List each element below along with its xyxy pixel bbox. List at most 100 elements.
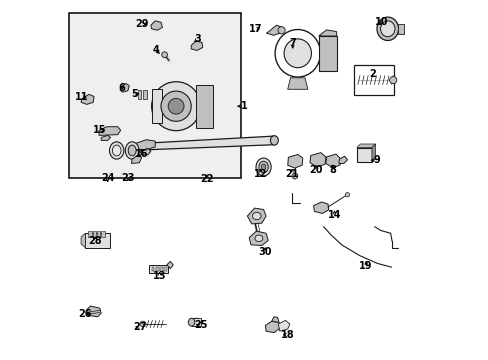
Bar bbox=[69, 13, 241, 178]
Text: 7: 7 bbox=[289, 38, 296, 48]
Polygon shape bbox=[356, 144, 375, 148]
Polygon shape bbox=[309, 153, 325, 167]
Text: 26: 26 bbox=[78, 309, 91, 319]
Circle shape bbox=[140, 321, 145, 327]
Polygon shape bbox=[120, 84, 129, 92]
Text: 28: 28 bbox=[88, 236, 102, 246]
Text: 18: 18 bbox=[280, 330, 294, 340]
Text: 30: 30 bbox=[258, 247, 272, 257]
Ellipse shape bbox=[188, 318, 194, 326]
Ellipse shape bbox=[258, 161, 268, 173]
Circle shape bbox=[291, 173, 297, 179]
Ellipse shape bbox=[376, 17, 398, 40]
Ellipse shape bbox=[261, 164, 265, 170]
Bar bbox=[85, 233, 110, 248]
Ellipse shape bbox=[112, 145, 121, 156]
Circle shape bbox=[161, 91, 191, 121]
Text: 3: 3 bbox=[194, 34, 201, 44]
Text: 13: 13 bbox=[152, 271, 166, 282]
Text: 20: 20 bbox=[309, 165, 323, 175]
Polygon shape bbox=[271, 317, 279, 323]
Ellipse shape bbox=[254, 235, 263, 242]
Ellipse shape bbox=[270, 136, 278, 145]
Text: 5: 5 bbox=[131, 89, 138, 99]
Text: 27: 27 bbox=[133, 322, 146, 332]
Polygon shape bbox=[338, 156, 347, 163]
Bar bbox=[92, 231, 96, 237]
Bar bbox=[160, 267, 163, 271]
Polygon shape bbox=[151, 21, 162, 30]
Polygon shape bbox=[99, 127, 121, 135]
Bar bbox=[88, 231, 92, 237]
Text: 23: 23 bbox=[121, 173, 134, 183]
Polygon shape bbox=[371, 144, 375, 162]
Text: 16: 16 bbox=[135, 149, 148, 159]
Text: 9: 9 bbox=[373, 155, 380, 165]
Polygon shape bbox=[141, 148, 151, 155]
Polygon shape bbox=[266, 25, 282, 35]
Text: 21: 21 bbox=[285, 168, 298, 179]
Text: 12: 12 bbox=[253, 168, 267, 179]
Bar bbox=[163, 267, 166, 271]
Circle shape bbox=[168, 98, 183, 114]
Circle shape bbox=[162, 52, 167, 58]
Text: 6: 6 bbox=[118, 83, 124, 93]
Text: 29: 29 bbox=[135, 19, 148, 30]
Bar bbox=[142, 90, 146, 99]
Polygon shape bbox=[278, 320, 289, 331]
Polygon shape bbox=[166, 261, 173, 269]
Bar bbox=[151, 89, 162, 123]
Bar bbox=[191, 318, 201, 326]
Circle shape bbox=[389, 77, 396, 84]
Bar bbox=[156, 267, 159, 271]
Text: 14: 14 bbox=[327, 210, 341, 220]
Circle shape bbox=[345, 193, 349, 197]
Polygon shape bbox=[287, 154, 302, 168]
Polygon shape bbox=[130, 140, 155, 150]
Bar bbox=[151, 267, 154, 271]
Ellipse shape bbox=[109, 142, 123, 159]
Ellipse shape bbox=[252, 212, 261, 220]
Bar bbox=[354, 65, 393, 95]
Text: 10: 10 bbox=[374, 17, 388, 27]
Circle shape bbox=[151, 82, 200, 131]
Bar bbox=[137, 90, 141, 99]
Ellipse shape bbox=[125, 142, 139, 159]
Text: 4: 4 bbox=[153, 45, 160, 55]
Polygon shape bbox=[249, 231, 268, 246]
Text: 1: 1 bbox=[240, 101, 247, 111]
Polygon shape bbox=[101, 135, 110, 140]
Polygon shape bbox=[131, 154, 141, 163]
Polygon shape bbox=[325, 154, 340, 168]
Ellipse shape bbox=[191, 318, 201, 326]
Bar bbox=[101, 231, 104, 237]
Circle shape bbox=[277, 27, 285, 34]
Bar bbox=[319, 36, 337, 71]
Polygon shape bbox=[313, 202, 328, 213]
Polygon shape bbox=[318, 30, 336, 36]
Bar bbox=[196, 85, 213, 128]
Polygon shape bbox=[86, 306, 101, 317]
Polygon shape bbox=[287, 78, 307, 89]
Ellipse shape bbox=[284, 39, 311, 68]
Ellipse shape bbox=[275, 30, 320, 77]
Text: 15: 15 bbox=[93, 125, 106, 135]
Ellipse shape bbox=[128, 145, 136, 156]
Polygon shape bbox=[81, 94, 94, 104]
Text: 11: 11 bbox=[75, 92, 88, 102]
Bar bbox=[97, 231, 101, 237]
Text: 22: 22 bbox=[200, 174, 213, 184]
Bar bbox=[149, 265, 168, 273]
Polygon shape bbox=[191, 41, 203, 50]
Text: 2: 2 bbox=[368, 69, 375, 79]
Polygon shape bbox=[81, 233, 85, 248]
Text: 25: 25 bbox=[193, 320, 207, 330]
Bar bbox=[356, 148, 371, 162]
Bar bbox=[397, 24, 404, 34]
Text: 17: 17 bbox=[248, 24, 262, 34]
Ellipse shape bbox=[256, 158, 270, 176]
Polygon shape bbox=[247, 208, 265, 224]
Text: 19: 19 bbox=[359, 261, 372, 271]
Text: 24: 24 bbox=[101, 173, 114, 183]
Ellipse shape bbox=[380, 21, 394, 37]
